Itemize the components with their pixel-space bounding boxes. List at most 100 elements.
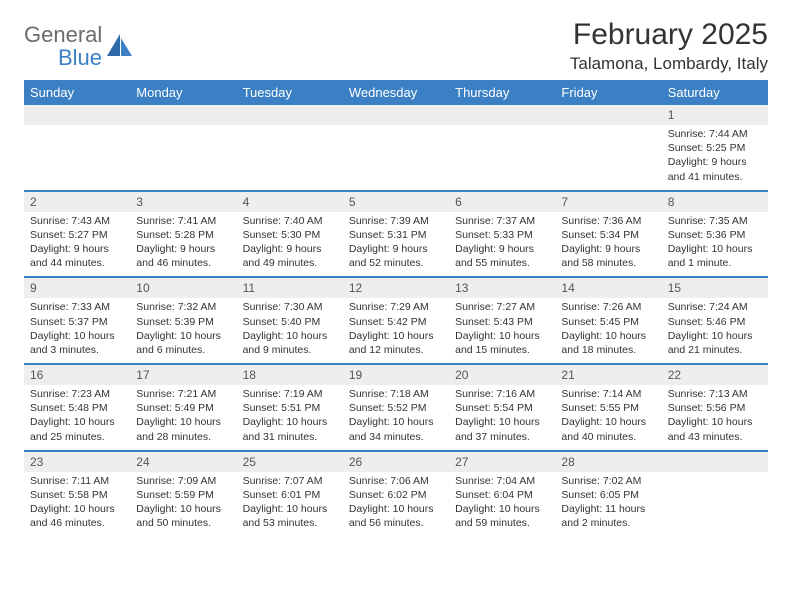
day-cell: 18Sunrise: 7:19 AMSunset: 5:51 PMDayligh… xyxy=(237,364,343,451)
week-row: 1Sunrise: 7:44 AMSunset: 5:25 PMDaylight… xyxy=(24,105,768,191)
day-body xyxy=(24,125,130,183)
brand-logo: General Blue xyxy=(24,18,134,70)
day-number: 27 xyxy=(449,452,555,472)
day-body xyxy=(449,125,555,183)
sail-icon xyxy=(106,32,134,63)
day-body: Sunrise: 7:06 AMSunset: 6:02 PMDaylight:… xyxy=(343,472,449,537)
day-body: Sunrise: 7:02 AMSunset: 6:05 PMDaylight:… xyxy=(555,472,661,537)
day-number xyxy=(343,105,449,125)
day-body xyxy=(343,125,449,183)
day-number xyxy=(662,452,768,472)
day-number: 11 xyxy=(237,278,343,298)
day-number: 12 xyxy=(343,278,449,298)
day-number: 13 xyxy=(449,278,555,298)
day-cell: 24Sunrise: 7:09 AMSunset: 5:59 PMDayligh… xyxy=(130,451,236,537)
day-number: 25 xyxy=(237,452,343,472)
day-cell: 19Sunrise: 7:18 AMSunset: 5:52 PMDayligh… xyxy=(343,364,449,451)
day-cell xyxy=(343,105,449,191)
day-cell: 7Sunrise: 7:36 AMSunset: 5:34 PMDaylight… xyxy=(555,191,661,278)
day-number: 1 xyxy=(662,105,768,125)
day-cell: 11Sunrise: 7:30 AMSunset: 5:40 PMDayligh… xyxy=(237,277,343,364)
week-row: 2Sunrise: 7:43 AMSunset: 5:27 PMDaylight… xyxy=(24,191,768,278)
day-cell: 22Sunrise: 7:13 AMSunset: 5:56 PMDayligh… xyxy=(662,364,768,451)
day-cell: 26Sunrise: 7:06 AMSunset: 6:02 PMDayligh… xyxy=(343,451,449,537)
day-number xyxy=(555,105,661,125)
day-cell: 27Sunrise: 7:04 AMSunset: 6:04 PMDayligh… xyxy=(449,451,555,537)
day-number: 7 xyxy=(555,192,661,212)
day-cell: 17Sunrise: 7:21 AMSunset: 5:49 PMDayligh… xyxy=(130,364,236,451)
day-number: 20 xyxy=(449,365,555,385)
day-cell: 5Sunrise: 7:39 AMSunset: 5:31 PMDaylight… xyxy=(343,191,449,278)
day-number xyxy=(130,105,236,125)
month-title: February 2025 xyxy=(570,18,768,52)
day-body: Sunrise: 7:29 AMSunset: 5:42 PMDaylight:… xyxy=(343,298,449,363)
day-body: Sunrise: 7:30 AMSunset: 5:40 PMDaylight:… xyxy=(237,298,343,363)
day-body: Sunrise: 7:24 AMSunset: 5:46 PMDaylight:… xyxy=(662,298,768,363)
day-number: 9 xyxy=(24,278,130,298)
dayhead-tue: Tuesday xyxy=(237,80,343,105)
day-body: Sunrise: 7:35 AMSunset: 5:36 PMDaylight:… xyxy=(662,212,768,277)
day-cell: 6Sunrise: 7:37 AMSunset: 5:33 PMDaylight… xyxy=(449,191,555,278)
day-cell: 25Sunrise: 7:07 AMSunset: 6:01 PMDayligh… xyxy=(237,451,343,537)
day-cell xyxy=(449,105,555,191)
day-number: 22 xyxy=(662,365,768,385)
dayhead-wed: Wednesday xyxy=(343,80,449,105)
day-body: Sunrise: 7:21 AMSunset: 5:49 PMDaylight:… xyxy=(130,385,236,450)
week-row: 23Sunrise: 7:11 AMSunset: 5:58 PMDayligh… xyxy=(24,451,768,537)
day-body: Sunrise: 7:27 AMSunset: 5:43 PMDaylight:… xyxy=(449,298,555,363)
day-body: Sunrise: 7:11 AMSunset: 5:58 PMDaylight:… xyxy=(24,472,130,537)
dayhead-fri: Friday xyxy=(555,80,661,105)
calendar-table: Sunday Monday Tuesday Wednesday Thursday… xyxy=(24,80,768,536)
day-body xyxy=(237,125,343,183)
dayhead-thu: Thursday xyxy=(449,80,555,105)
day-body: Sunrise: 7:13 AMSunset: 5:56 PMDaylight:… xyxy=(662,385,768,450)
day-cell xyxy=(24,105,130,191)
day-number xyxy=(24,105,130,125)
day-body: Sunrise: 7:18 AMSunset: 5:52 PMDaylight:… xyxy=(343,385,449,450)
day-cell: 10Sunrise: 7:32 AMSunset: 5:39 PMDayligh… xyxy=(130,277,236,364)
day-number xyxy=(449,105,555,125)
day-cell: 4Sunrise: 7:40 AMSunset: 5:30 PMDaylight… xyxy=(237,191,343,278)
day-number: 28 xyxy=(555,452,661,472)
logo-text-block: General Blue xyxy=(24,24,102,70)
day-number: 24 xyxy=(130,452,236,472)
day-number: 15 xyxy=(662,278,768,298)
dayhead-mon: Monday xyxy=(130,80,236,105)
day-number: 21 xyxy=(555,365,661,385)
day-number: 23 xyxy=(24,452,130,472)
day-body xyxy=(130,125,236,183)
logo-word1: General xyxy=(24,22,102,47)
calendar-body: 1Sunrise: 7:44 AMSunset: 5:25 PMDaylight… xyxy=(24,105,768,536)
day-header-row: Sunday Monday Tuesday Wednesday Thursday… xyxy=(24,80,768,105)
page: General Blue February 2025 Talamona, Lom… xyxy=(0,0,792,546)
day-body: Sunrise: 7:36 AMSunset: 5:34 PMDaylight:… xyxy=(555,212,661,277)
day-cell: 16Sunrise: 7:23 AMSunset: 5:48 PMDayligh… xyxy=(24,364,130,451)
day-body: Sunrise: 7:33 AMSunset: 5:37 PMDaylight:… xyxy=(24,298,130,363)
day-number: 10 xyxy=(130,278,236,298)
dayhead-sun: Sunday xyxy=(24,80,130,105)
day-number: 19 xyxy=(343,365,449,385)
day-body: Sunrise: 7:04 AMSunset: 6:04 PMDaylight:… xyxy=(449,472,555,537)
day-cell xyxy=(130,105,236,191)
day-body: Sunrise: 7:07 AMSunset: 6:01 PMDaylight:… xyxy=(237,472,343,537)
day-body: Sunrise: 7:14 AMSunset: 5:55 PMDaylight:… xyxy=(555,385,661,450)
day-number: 3 xyxy=(130,192,236,212)
day-number: 18 xyxy=(237,365,343,385)
day-body: Sunrise: 7:41 AMSunset: 5:28 PMDaylight:… xyxy=(130,212,236,277)
location-text: Talamona, Lombardy, Italy xyxy=(570,54,768,74)
day-cell: 2Sunrise: 7:43 AMSunset: 5:27 PMDaylight… xyxy=(24,191,130,278)
day-cell: 20Sunrise: 7:16 AMSunset: 5:54 PMDayligh… xyxy=(449,364,555,451)
day-body: Sunrise: 7:16 AMSunset: 5:54 PMDaylight:… xyxy=(449,385,555,450)
day-cell xyxy=(237,105,343,191)
day-cell: 3Sunrise: 7:41 AMSunset: 5:28 PMDaylight… xyxy=(130,191,236,278)
logo-word2: Blue xyxy=(58,45,102,70)
day-cell: 13Sunrise: 7:27 AMSunset: 5:43 PMDayligh… xyxy=(449,277,555,364)
day-body: Sunrise: 7:19 AMSunset: 5:51 PMDaylight:… xyxy=(237,385,343,450)
day-cell: 8Sunrise: 7:35 AMSunset: 5:36 PMDaylight… xyxy=(662,191,768,278)
day-cell: 28Sunrise: 7:02 AMSunset: 6:05 PMDayligh… xyxy=(555,451,661,537)
day-body: Sunrise: 7:43 AMSunset: 5:27 PMDaylight:… xyxy=(24,212,130,277)
day-cell: 14Sunrise: 7:26 AMSunset: 5:45 PMDayligh… xyxy=(555,277,661,364)
day-number: 2 xyxy=(24,192,130,212)
day-body: Sunrise: 7:23 AMSunset: 5:48 PMDaylight:… xyxy=(24,385,130,450)
day-cell: 15Sunrise: 7:24 AMSunset: 5:46 PMDayligh… xyxy=(662,277,768,364)
